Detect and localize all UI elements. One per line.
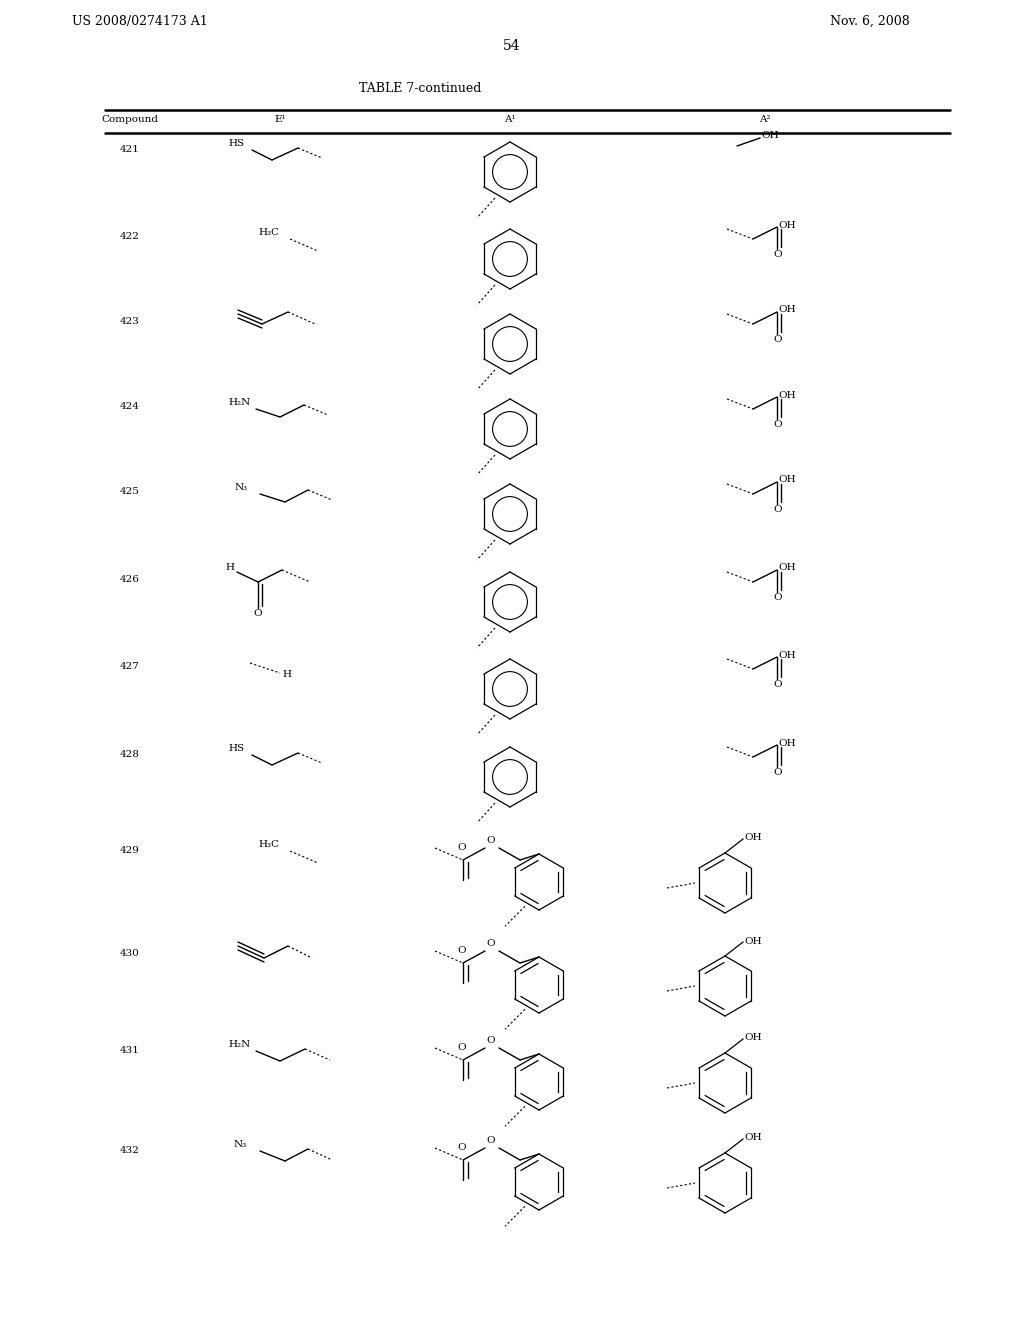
Text: H: H: [225, 564, 234, 572]
Text: O: O: [773, 420, 781, 429]
Text: O: O: [457, 1043, 466, 1052]
Text: O: O: [486, 836, 495, 845]
Text: O: O: [486, 939, 495, 948]
Text: N₃: N₃: [234, 483, 248, 492]
Text: 423: 423: [120, 317, 140, 326]
Text: 424: 424: [120, 403, 140, 411]
Text: 431: 431: [120, 1045, 140, 1055]
Text: A¹: A¹: [504, 115, 516, 124]
Text: OH: OH: [778, 391, 796, 400]
Text: O: O: [253, 609, 261, 618]
Text: OH: OH: [761, 132, 778, 140]
Text: TABLE 7-continued: TABLE 7-continued: [358, 82, 481, 95]
Text: N₃: N₃: [234, 1140, 247, 1148]
Text: H: H: [282, 671, 291, 678]
Text: H₃C: H₃C: [258, 228, 279, 238]
Text: H₃C: H₃C: [258, 840, 279, 849]
Text: Compound: Compound: [101, 115, 159, 124]
Text: 432: 432: [120, 1146, 140, 1155]
Text: 54: 54: [503, 40, 521, 53]
Text: Nov. 6, 2008: Nov. 6, 2008: [830, 15, 909, 28]
Text: O: O: [773, 593, 781, 602]
Text: O: O: [457, 946, 466, 954]
Text: OH: OH: [744, 1034, 762, 1043]
Text: O: O: [486, 1137, 495, 1144]
Text: 426: 426: [120, 576, 140, 583]
Text: O: O: [773, 335, 781, 345]
Text: O: O: [773, 768, 781, 777]
Text: O: O: [486, 1036, 495, 1045]
Text: HS: HS: [228, 744, 244, 752]
Text: 428: 428: [120, 750, 140, 759]
Text: A²: A²: [759, 115, 771, 124]
Text: OH: OH: [744, 1134, 762, 1143]
Text: 429: 429: [120, 846, 140, 855]
Text: O: O: [457, 843, 466, 851]
Text: 430: 430: [120, 949, 140, 958]
Text: HS: HS: [228, 139, 244, 148]
Text: H₂N: H₂N: [228, 1040, 250, 1049]
Text: 427: 427: [120, 663, 140, 671]
Text: OH: OH: [744, 833, 762, 842]
Text: OH: OH: [778, 220, 796, 230]
Text: US 2008/0274173 A1: US 2008/0274173 A1: [72, 15, 208, 28]
Text: H₂N: H₂N: [228, 399, 250, 407]
Text: 421: 421: [120, 145, 140, 154]
Text: OH: OH: [778, 738, 796, 747]
Text: 425: 425: [120, 487, 140, 496]
Text: OH: OH: [778, 651, 796, 660]
Text: OH: OH: [778, 305, 796, 314]
Text: O: O: [773, 506, 781, 513]
Text: OH: OH: [744, 936, 762, 945]
Text: O: O: [457, 1143, 466, 1152]
Text: 422: 422: [120, 232, 140, 242]
Text: O: O: [773, 680, 781, 689]
Text: E¹: E¹: [274, 115, 286, 124]
Text: O: O: [773, 249, 781, 259]
Text: OH: OH: [778, 475, 796, 484]
Text: OH: OH: [778, 564, 796, 573]
